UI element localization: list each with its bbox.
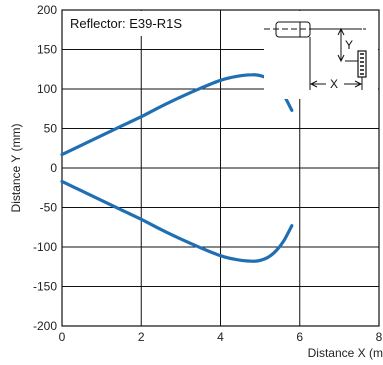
x-tick-label: 4: [217, 330, 224, 344]
x-arrow-head-left: [309, 80, 318, 88]
x-tick-label: 8: [376, 330, 383, 344]
x-tick-label: 6: [296, 330, 303, 344]
y-tick-label: -150: [33, 280, 57, 294]
diagram-y-label: Y: [345, 38, 353, 52]
y-axis-label: Distance Y (mm): [9, 124, 23, 213]
y-tick-label: -100: [33, 240, 57, 254]
x-tick-labels: 0 2 4 6 8: [59, 330, 383, 344]
diagram-x-label: X: [330, 77, 338, 91]
y-tick-label: 50: [44, 122, 58, 136]
plot-frame: [61, 9, 380, 327]
measurement-diagram: Y X: [264, 11, 378, 99]
y-tick-label: 0: [50, 161, 57, 175]
reflector-icon: [357, 50, 367, 78]
title-box: [63, 11, 203, 36]
y-tick-label: 150: [37, 43, 57, 57]
series-line-lower: [60, 179, 294, 263]
y-tick-label: -200: [33, 319, 57, 333]
series-line-upper: [60, 73, 294, 157]
chart-title: Reflector: E39-R1S: [70, 16, 182, 31]
y-tick-labels: 200 150 100 50 0 -50 -100 -150 -200: [33, 3, 57, 333]
y-tick-label: 100: [37, 82, 57, 96]
y-tick-label: -50: [40, 201, 58, 215]
y-arrow-head-top: [337, 27, 345, 36]
x-tick-label: 2: [138, 330, 145, 344]
y-tick-label: 200: [37, 3, 57, 17]
x-axis-label: Distance X (m: [308, 346, 383, 360]
y-arrow-head-bottom: [337, 54, 345, 63]
x-tick-label: 0: [59, 330, 66, 344]
x-arrow-head-right: [354, 80, 363, 88]
reflector-pattern: [360, 53, 364, 75]
